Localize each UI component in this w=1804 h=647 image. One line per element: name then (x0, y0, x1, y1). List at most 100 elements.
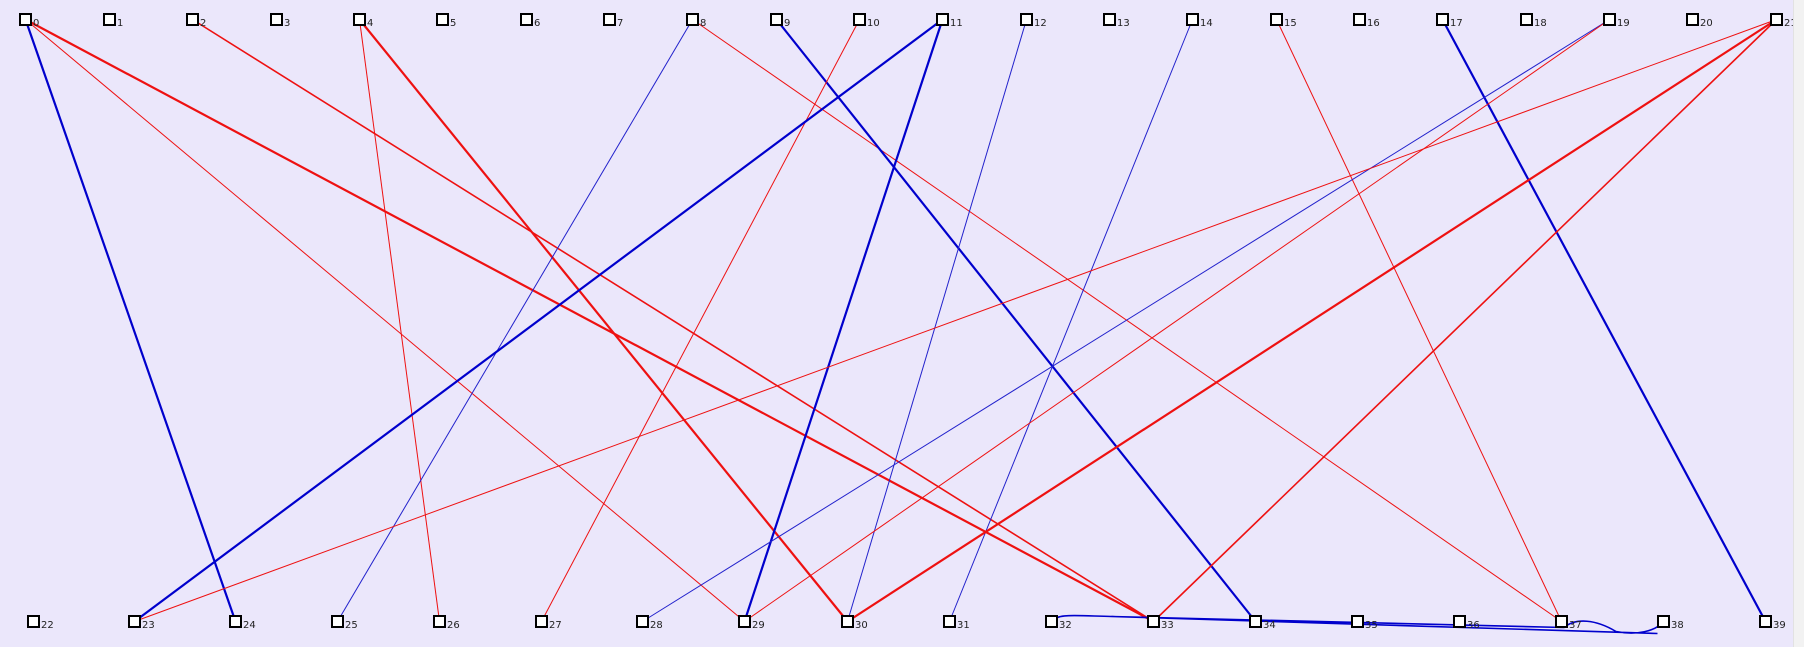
node-32[interactable]: 32 (1045, 615, 1072, 631)
node-label: 26 (447, 620, 460, 631)
node-label: 13 (1117, 18, 1130, 29)
node-17[interactable]: 17 (1436, 13, 1463, 29)
node-28[interactable]: 28 (636, 615, 663, 631)
node-35[interactable]: 35 (1351, 615, 1378, 631)
node-box[interactable] (270, 13, 283, 26)
node-2[interactable]: 2 (186, 13, 206, 29)
node-box[interactable] (331, 615, 344, 628)
node-box[interactable] (1657, 615, 1670, 628)
node-box[interactable] (186, 13, 199, 26)
node-label: 23 (142, 620, 155, 631)
node-box[interactable] (1436, 13, 1449, 26)
edge-4-26 (359, 19, 440, 622)
node-24[interactable]: 24 (229, 615, 256, 631)
node-20[interactable]: 20 (1686, 13, 1713, 29)
node-23[interactable]: 23 (128, 615, 155, 631)
node-3[interactable]: 3 (270, 13, 290, 29)
node-16[interactable]: 16 (1353, 13, 1380, 29)
node-box[interactable] (1603, 13, 1616, 26)
node-25[interactable]: 25 (331, 615, 358, 631)
node-box[interactable] (841, 615, 854, 628)
node-box[interactable] (19, 13, 32, 26)
node-29[interactable]: 29 (738, 615, 765, 631)
node-box[interactable] (636, 615, 649, 628)
node-13[interactable]: 13 (1103, 13, 1130, 29)
node-box[interactable] (1453, 615, 1466, 628)
node-box[interactable] (520, 13, 533, 26)
node-10[interactable]: 10 (853, 13, 880, 29)
node-1[interactable]: 1 (103, 13, 123, 29)
node-label: 21 (1784, 18, 1797, 29)
node-box[interactable] (1103, 13, 1116, 26)
node-label: 4 (367, 18, 373, 29)
node-36[interactable]: 36 (1453, 615, 1480, 631)
node-box[interactable] (353, 13, 366, 26)
node-box[interactable] (686, 13, 699, 26)
node-box[interactable] (943, 615, 956, 628)
node-box[interactable] (103, 13, 116, 26)
node-box[interactable] (853, 13, 866, 26)
node-7[interactable]: 7 (603, 13, 623, 29)
node-box[interactable] (1351, 615, 1364, 628)
edge-17-39 (1441, 18, 1767, 623)
node-21[interactable]: 21 (1770, 13, 1797, 29)
node-box[interactable] (1186, 13, 1199, 26)
node-6[interactable]: 6 (520, 13, 540, 29)
node-12[interactable]: 12 (1020, 13, 1047, 29)
node-4[interactable]: 4 (353, 13, 373, 29)
node-box[interactable] (128, 615, 141, 628)
node-box[interactable] (27, 615, 40, 628)
node-box[interactable] (1759, 615, 1772, 628)
node-37[interactable]: 37 (1555, 615, 1582, 631)
node-label: 24 (243, 620, 256, 631)
node-14[interactable]: 14 (1186, 13, 1213, 29)
node-label: 8 (700, 18, 706, 29)
node-box[interactable] (1555, 615, 1568, 628)
node-8[interactable]: 8 (686, 13, 706, 29)
node-9[interactable]: 9 (770, 13, 790, 29)
node-box[interactable] (1147, 615, 1160, 628)
node-33[interactable]: 33 (1147, 615, 1174, 631)
node-5[interactable]: 5 (436, 13, 456, 29)
edge-12-30 (847, 19, 1027, 622)
vertical-scrollbar[interactable] (1793, 0, 1804, 647)
node-box[interactable] (1353, 13, 1366, 26)
edge-4-30 (358, 18, 849, 623)
node-box[interactable] (1249, 615, 1262, 628)
node-label: 32 (1059, 620, 1072, 631)
node-box[interactable] (1045, 615, 1058, 628)
node-box[interactable] (1020, 13, 1033, 26)
node-box[interactable] (936, 13, 949, 26)
node-label: 16 (1367, 18, 1380, 29)
node-31[interactable]: 31 (943, 615, 970, 631)
node-box[interactable] (738, 615, 751, 628)
node-box[interactable] (1520, 13, 1533, 26)
node-30[interactable]: 30 (841, 615, 868, 631)
node-box[interactable] (603, 13, 616, 26)
edge-11-29 (743, 19, 944, 622)
edges-layer (24, 18, 1778, 635)
node-27[interactable]: 27 (535, 615, 562, 631)
node-11[interactable]: 11 (936, 13, 963, 29)
node-box[interactable] (770, 13, 783, 26)
node-box[interactable] (1686, 13, 1699, 26)
node-19[interactable]: 19 (1603, 13, 1630, 29)
node-box[interactable] (229, 615, 242, 628)
node-box[interactable] (433, 615, 446, 628)
node-15[interactable]: 15 (1270, 13, 1297, 29)
node-label: 31 (957, 620, 970, 631)
node-22[interactable]: 22 (27, 615, 54, 631)
node-label: 3 (284, 18, 290, 29)
node-box[interactable] (436, 13, 449, 26)
edge-32-38 (1050, 614, 1665, 635)
edge-21-33 (1152, 18, 1778, 623)
node-box[interactable] (1770, 13, 1783, 26)
node-18[interactable]: 18 (1520, 13, 1547, 29)
node-box[interactable] (535, 615, 548, 628)
node-26[interactable]: 26 (433, 615, 460, 631)
node-34[interactable]: 34 (1249, 615, 1276, 631)
node-box[interactable] (1270, 13, 1283, 26)
node-39[interactable]: 39 (1759, 615, 1786, 631)
node-38[interactable]: 38 (1657, 615, 1684, 631)
node-0[interactable]: 0 (19, 13, 39, 29)
